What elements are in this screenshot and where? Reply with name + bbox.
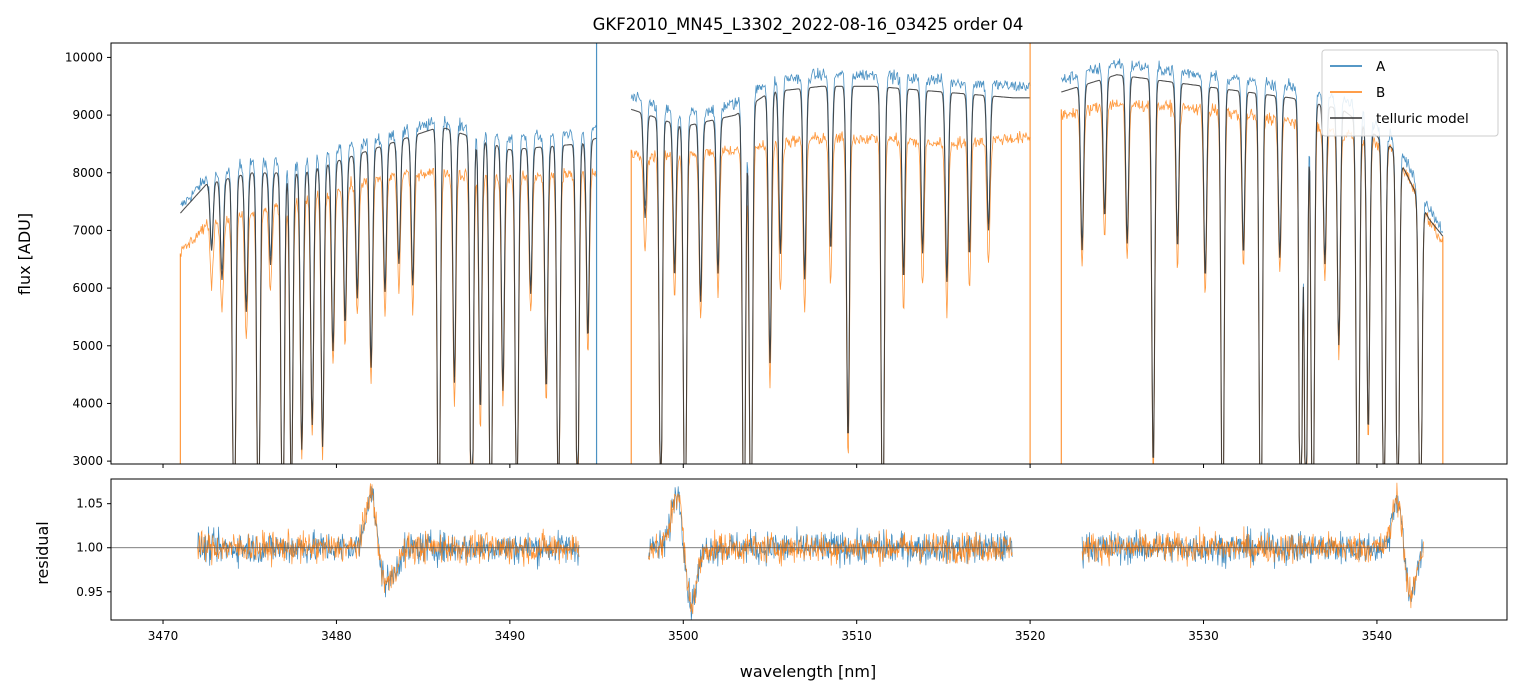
residual-xtick-label: 3470 (148, 629, 179, 643)
flux-ytick-label: 6000 (72, 281, 103, 295)
flux-ytick-label: 3000 (72, 454, 103, 468)
flux-panel-frame (110, 42, 1508, 465)
flux-ytick-label: 7000 (72, 223, 103, 237)
legend-label-model: telluric model (1376, 111, 1469, 127)
residual-xtick-label: 3540 (1362, 629, 1393, 643)
flux-ytick-label: 10000 (65, 50, 103, 64)
residual-ytick-label: 0.95 (76, 585, 103, 599)
chart-title: GKF2010_MN45_L3302_2022-08-16_03425 orde… (593, 15, 1024, 35)
residual-ytick-label: 1.05 (76, 497, 103, 511)
legend-label-b: B (1376, 85, 1385, 101)
residual-series-b (197, 482, 1424, 615)
flux-ytick-label: 4000 (72, 396, 103, 410)
flux-ytick-label: 8000 (72, 166, 103, 180)
residual-xtick-label: 3510 (841, 629, 872, 643)
legend: A B telluric model (1321, 49, 1499, 137)
residual-xtick-label: 3520 (1015, 629, 1046, 643)
residual-xtick-label: 3500 (668, 629, 699, 643)
residual-xtick-label: 3530 (1188, 629, 1219, 643)
legend-label-a: A (1376, 59, 1386, 75)
residual-xtick-label: 3490 (495, 629, 526, 643)
flux-panel: 3000 4000 5000 6000 7000 8000 9000 10000 flux [… (15, 42, 1508, 468)
residual-panel-frame (110, 478, 1508, 621)
flux-ytick-label: 9000 (72, 108, 103, 122)
residual-xtick-label: 3480 (321, 629, 352, 643)
residual-panel: 0.95 1.00 1.05 3470 3480 3490 3500 3510 3520 353… (33, 478, 1508, 681)
residual-ytick-label: 1.00 (76, 541, 103, 555)
wavelength-axis-label: wavelength [nm] (740, 662, 877, 681)
flux-series-model (180, 74, 1444, 464)
legend-frame (1321, 49, 1499, 137)
flux-axis-label: flux [ADU] (15, 213, 34, 295)
residual-axis-label: residual (33, 521, 52, 584)
flux-ytick-label: 5000 (72, 339, 103, 353)
